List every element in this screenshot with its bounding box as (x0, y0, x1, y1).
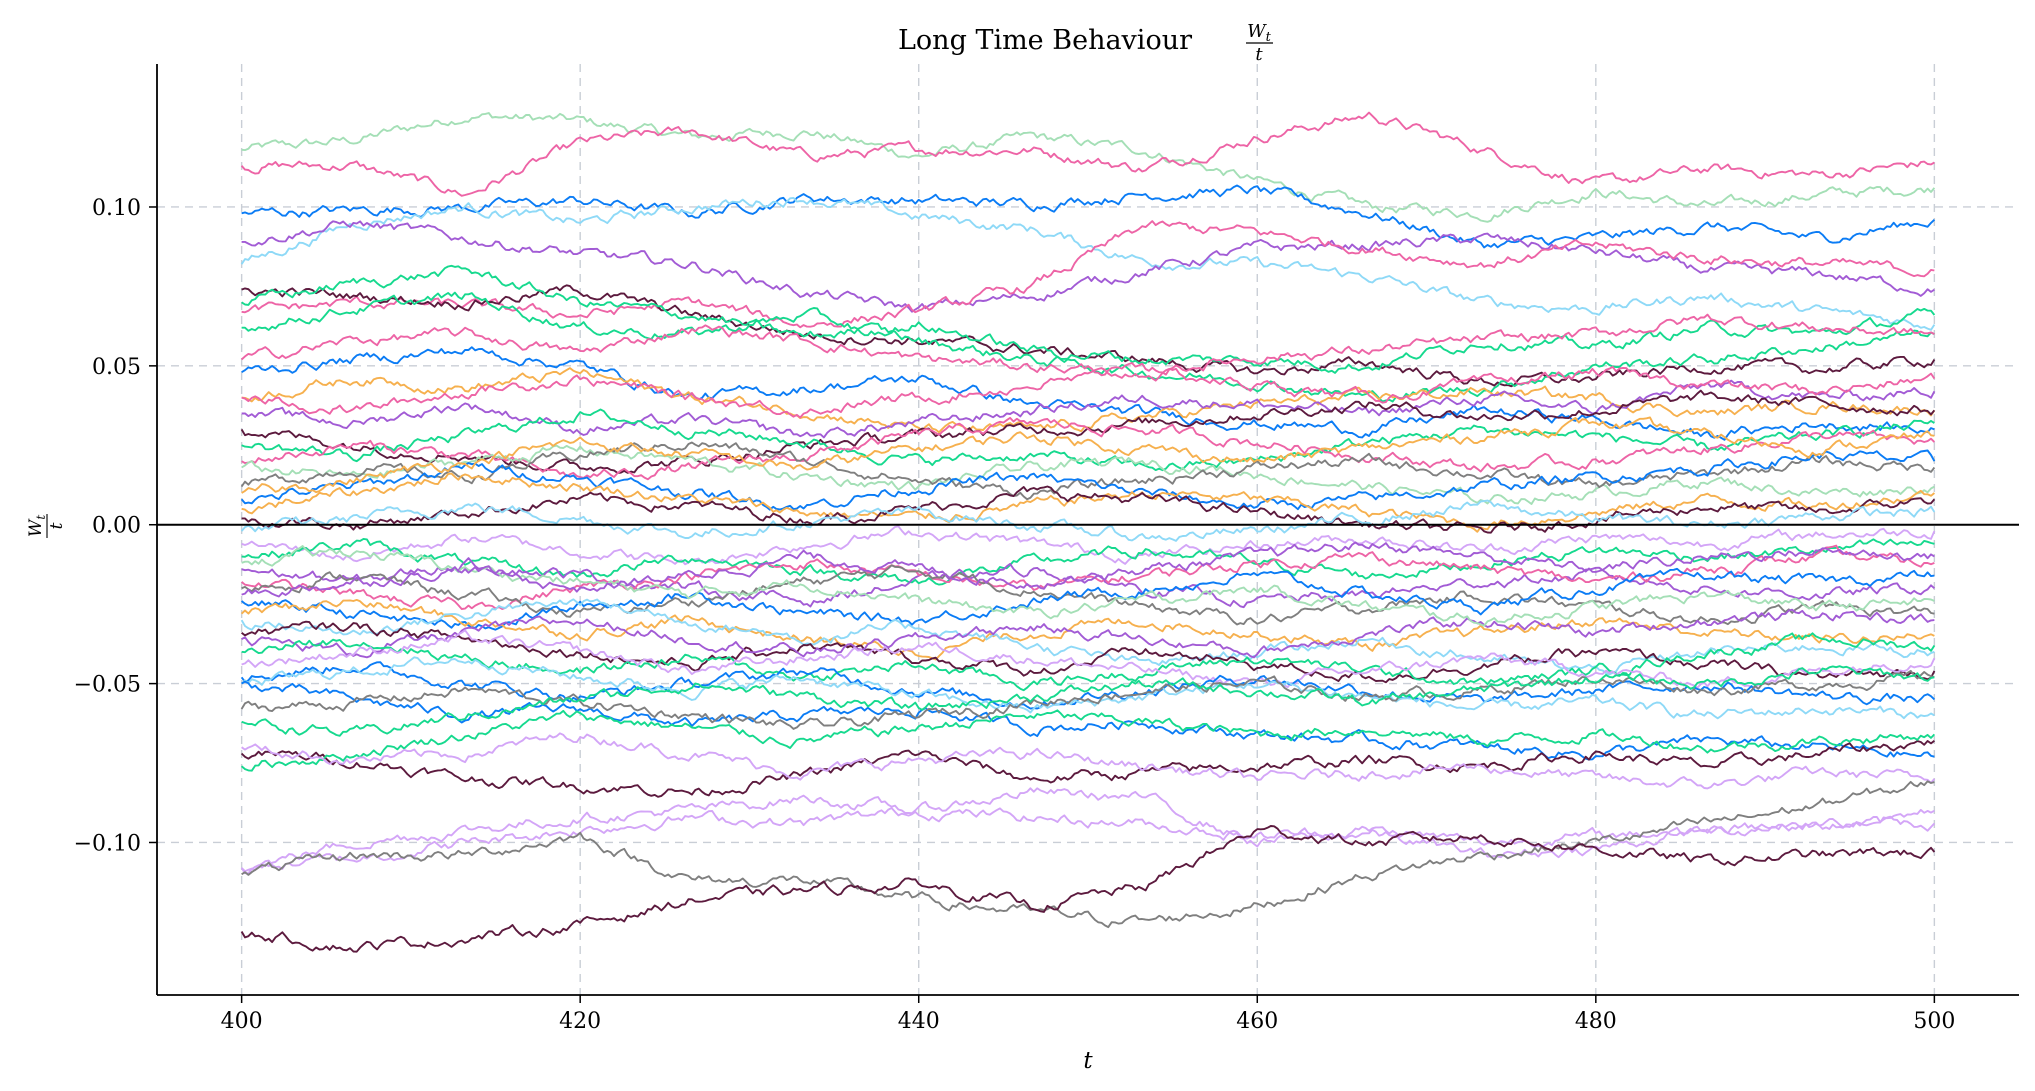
series-line-21 (240, 499, 1936, 542)
series-line-15 (241, 416, 1936, 481)
y-tick-label: 0.00 (92, 514, 141, 539)
series-line-47 (241, 545, 1935, 627)
series-line-46 (241, 416, 1935, 494)
x-tick-label: 400 (221, 1009, 263, 1034)
series-line-45 (240, 825, 1936, 953)
series-lines (240, 111, 1936, 953)
series-line-23 (241, 537, 1935, 586)
y-tick-label: −0.10 (74, 831, 141, 856)
series-line-14 (241, 408, 1935, 472)
series-line-48 (241, 365, 1936, 419)
x-tick-label: 480 (1575, 1009, 1617, 1034)
series-line-18 (240, 449, 1936, 511)
series-line-39 (240, 740, 1935, 798)
title-frac-denominator: t (1255, 44, 1263, 65)
x-tick-label: 500 (1913, 1009, 1955, 1034)
series-line-38 (241, 665, 1935, 737)
x-tick-label: 420 (559, 1009, 601, 1034)
series-line-16 (241, 444, 1935, 505)
series-line-27 (241, 567, 1935, 631)
series-line-22 (241, 525, 1936, 566)
series-line-43 (240, 807, 1936, 873)
x-ticks: 400 420 440 460 480 500 (221, 995, 1955, 1034)
series-line-20 (241, 485, 1936, 534)
chart-title: Long Time Behaviour Wt t (898, 21, 1273, 65)
series-line-44 (241, 780, 1935, 929)
y-axis-label: Wt t (26, 514, 67, 538)
series-line-0 (241, 112, 1936, 223)
series-line-1 (240, 111, 1935, 197)
series-line-8 (241, 291, 1935, 403)
y-ticks: 0.10 0.05 0.00 −0.05 −0.10 (74, 196, 157, 856)
y-label-numerator: Wt (26, 515, 48, 537)
series-line-7 (241, 264, 1936, 374)
series-line-9 (240, 313, 1935, 377)
grid-lines (157, 64, 2019, 995)
series-line-29 (240, 598, 1935, 676)
series-line-42 (240, 787, 1935, 875)
series-line-3 (240, 196, 1936, 331)
y-tick-label: 0.05 (92, 355, 141, 380)
series-line-41 (241, 732, 1936, 790)
series-line-31 (241, 608, 1935, 659)
series-line-2 (241, 184, 1936, 249)
series-line-26 (241, 564, 1935, 626)
title-text: Long Time Behaviour (898, 25, 1192, 56)
series-line-33 (241, 629, 1936, 689)
series-line-35 (240, 656, 1935, 720)
series-line-11 (241, 367, 1936, 434)
y-tick-label: 0.10 (92, 196, 141, 221)
x-tick-label: 440 (898, 1009, 940, 1034)
series-line-12 (241, 379, 1936, 439)
y-tick-label: −0.05 (74, 673, 141, 698)
title-frac-numerator: Wt (1247, 21, 1272, 45)
series-line-5 (241, 220, 1935, 329)
y-label-denominator: t (47, 522, 67, 529)
series-line-40 (240, 709, 1936, 772)
series-line-30 (241, 620, 1936, 684)
series-line-24 (241, 557, 1936, 609)
series-line-17 (240, 441, 1936, 501)
x-tick-label: 460 (1236, 1009, 1278, 1034)
series-line-4 (241, 220, 1935, 313)
series-line-49 (241, 541, 1935, 598)
series-line-37 (240, 669, 1935, 730)
x-axis-label: t (1083, 1048, 1093, 1074)
